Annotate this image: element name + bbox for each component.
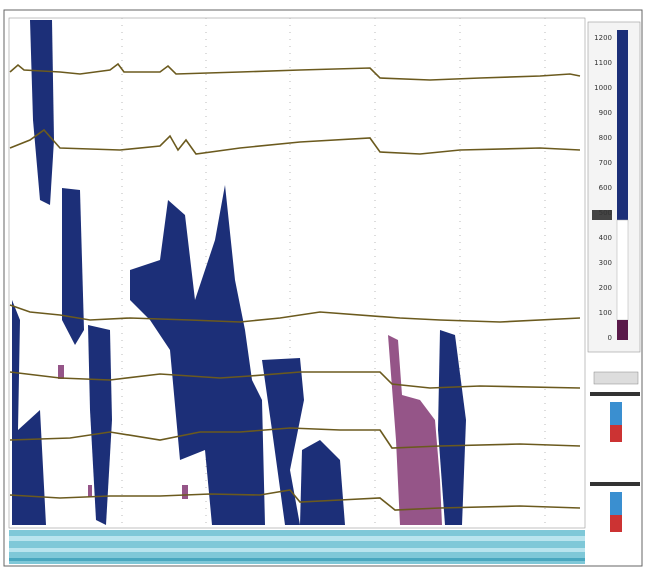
scale-label: 600 (599, 184, 612, 192)
scale-label: 700 (599, 159, 612, 167)
scale-label: 200 (599, 284, 612, 292)
scale-label: 400 (599, 234, 612, 242)
scale-label: 1100 (594, 59, 612, 67)
scale-label: 1000 (594, 84, 612, 92)
scale-bar-blue (617, 30, 628, 220)
scale-label: 0 (608, 334, 612, 342)
scale-label: 300 (599, 259, 612, 267)
scale-label: 800 (599, 134, 612, 142)
screen: 1200110010009008007006005004003002001000 (0, 0, 648, 568)
timeline-bar (9, 530, 585, 564)
scale-label: 100 (599, 309, 612, 317)
scale-label: 1200 (594, 34, 612, 42)
scale-label: 500 (599, 209, 612, 217)
scale-label: 900 (599, 109, 612, 117)
